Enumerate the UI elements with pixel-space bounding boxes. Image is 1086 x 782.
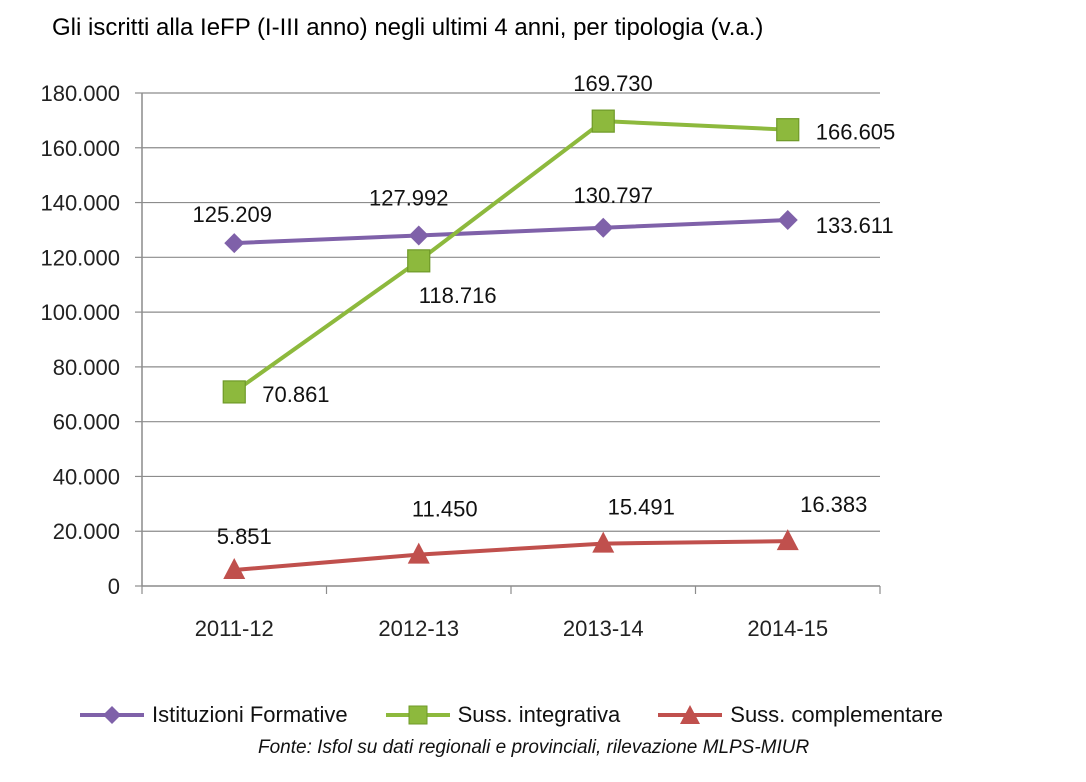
source-note: Fonte: Isfol su dati regionali e provinc… (258, 737, 810, 758)
data-label: 70.861 (262, 382, 329, 407)
legend: Istituzioni Formative Suss. integrativa … (78, 702, 1038, 728)
data-label: 5.851 (217, 524, 272, 549)
data-point-triangle (407, 542, 430, 564)
legend-marker-square (385, 705, 450, 725)
y-tick-label: 40.000 (53, 464, 120, 489)
data-label: 118.716 (419, 283, 497, 308)
y-tick-label: 120.000 (40, 245, 120, 270)
series-line-square (233, 119, 788, 394)
data-label: 11.450 (412, 497, 478, 522)
data-label: 125.209 (192, 202, 272, 227)
legend-label-suss-integrativa: Suss. integrativa (457, 702, 621, 727)
data-label: 16.383 (800, 492, 867, 517)
data-label: 166.605 (816, 120, 896, 145)
data-label: 133.611 (816, 213, 894, 238)
data-point-diamond (777, 210, 798, 231)
data-label: 130.797 (573, 183, 653, 208)
y-tick-label: 20.000 (53, 519, 120, 544)
chart-title: Gli iscritti alla IeFP (I-III anno) negl… (52, 14, 764, 41)
y-tick-label: 80.000 (53, 355, 120, 380)
data-label: 15.491 (608, 495, 675, 520)
data-point-diamond (408, 225, 429, 246)
x-tick-label: 2011-12 (195, 616, 274, 641)
data-point-square (776, 118, 800, 142)
legend-label-suss-complementare: Suss. complementare (730, 702, 944, 727)
data-label: 169.730 (573, 71, 653, 96)
data-label: 127.992 (369, 185, 449, 210)
y-tick-label: 100.000 (40, 300, 120, 325)
data-point-triangle (592, 531, 615, 553)
x-tick-label: 2012-13 (378, 616, 459, 641)
y-tick-label: 60.000 (53, 410, 120, 435)
data-point-diamond (593, 217, 614, 238)
line-chart: 0 20.000 40.000 60.000 80.000 100.000 120.000 1… (40, 71, 896, 641)
data-point-square (407, 249, 431, 273)
legend-item-istituzioni-formative: Istituzioni Formative (78, 702, 348, 728)
legend-marker-triangle (658, 705, 723, 724)
data-point-triangle (223, 557, 246, 579)
legend-label-istituzioni-formative: Istituzioni Formative (152, 702, 348, 727)
x-tick-label: 2013-14 (563, 616, 644, 641)
y-tick-label: 0 (108, 574, 120, 599)
data-point-diamond (224, 233, 245, 254)
data-point-triangle (776, 529, 799, 551)
data-point-square (591, 109, 615, 133)
legend-marker-diamond (80, 706, 144, 724)
y-tick-label: 140.000 (40, 191, 120, 216)
series-line-triangle (234, 539, 788, 572)
legend-item-suss-integrativa: Suss. integrativa (384, 702, 621, 728)
y-tick-label: 160.000 (40, 136, 120, 161)
legend-item-suss-complementare: Suss. complementare (656, 702, 943, 728)
y-tick-label: 180.000 (40, 81, 120, 106)
x-tick-label: 2014-15 (747, 616, 828, 641)
series-line-diamond (234, 218, 788, 246)
data-point-square (222, 380, 246, 404)
